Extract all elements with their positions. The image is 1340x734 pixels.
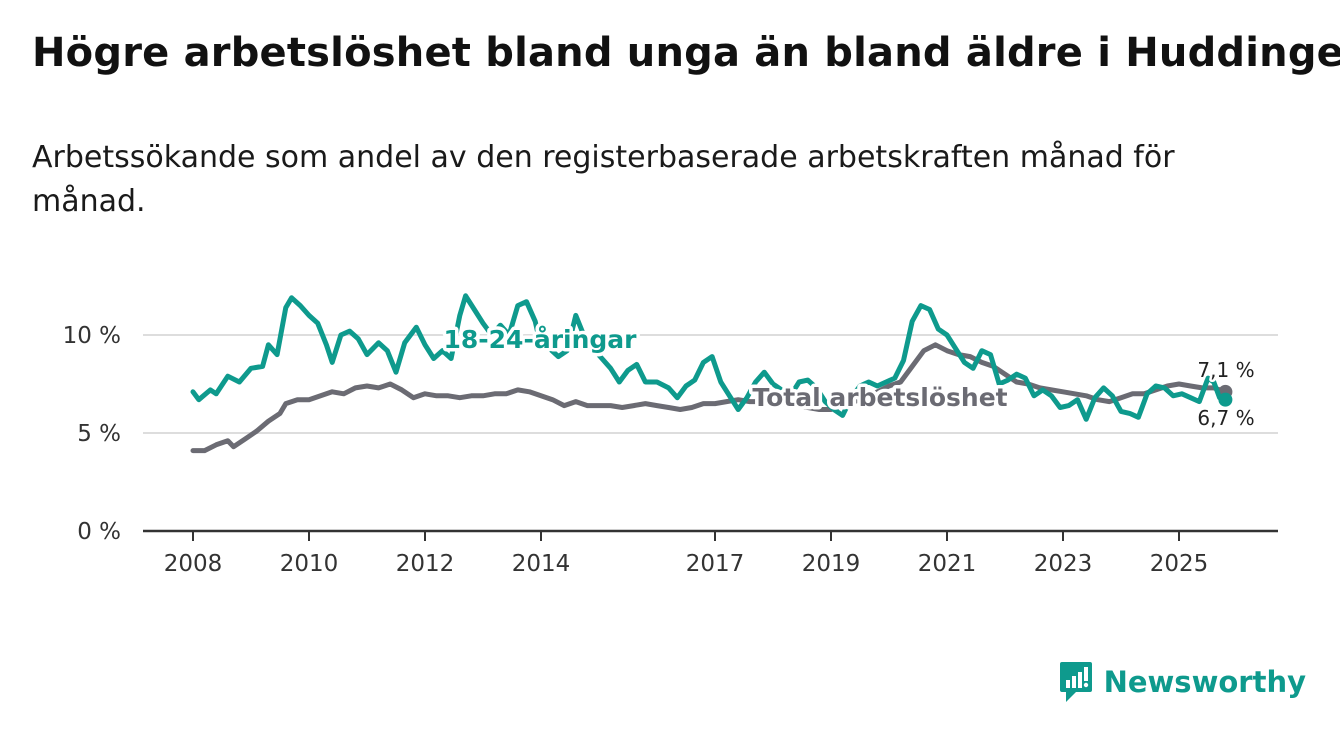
brand-name: Newsworthy (1103, 665, 1306, 699)
x-tick-label: 2019 (802, 551, 861, 577)
x-tick-label: 2008 (164, 551, 223, 577)
chart-subtitle: Arbetssökande som andel av den registerb… (32, 140, 1175, 219)
axes: 0 % 5 % 10 % 2008 2010 2012 2014 2017 2019 2021 20… (63, 323, 1278, 577)
gridlines (143, 334, 1278, 434)
x-tick-label: 2025 (1150, 551, 1209, 577)
end-value-label-total: 7,1 % (1197, 358, 1254, 382)
series-line-youth (190, 293, 1228, 422)
y-tick-label: 0 % (77, 519, 121, 545)
newsworthy-logo-icon (1059, 662, 1092, 702)
chart-title: Högre arbetslöshet bland unga än bland ä… (32, 30, 1340, 76)
series-endpoint-youth (1218, 392, 1233, 407)
y-tick-label: 10 % (63, 323, 121, 349)
x-tick-label: 2021 (918, 551, 977, 577)
series-lines (190, 293, 1233, 454)
series-label-total: Total arbetslöshet (752, 383, 1007, 412)
x-tick-label: 2010 (280, 551, 339, 577)
end-value-label-youth: 6,7 % (1197, 406, 1254, 430)
brand-logo: Newsworthy (1058, 660, 1306, 704)
x-tick-label: 2012 (396, 551, 455, 577)
y-tick-label: 5 % (77, 421, 121, 447)
x-tick-label: 2014 (512, 551, 571, 577)
series-label-youth: 18-24-åringar (444, 325, 638, 354)
x-tick-label: 2017 (686, 551, 745, 577)
series-labels: Total arbetslöshet 18-24-åringar 7,1 % 6,7 … (440, 322, 1257, 433)
series-line-total (190, 342, 1228, 454)
x-tick-label: 2023 (1034, 551, 1093, 577)
